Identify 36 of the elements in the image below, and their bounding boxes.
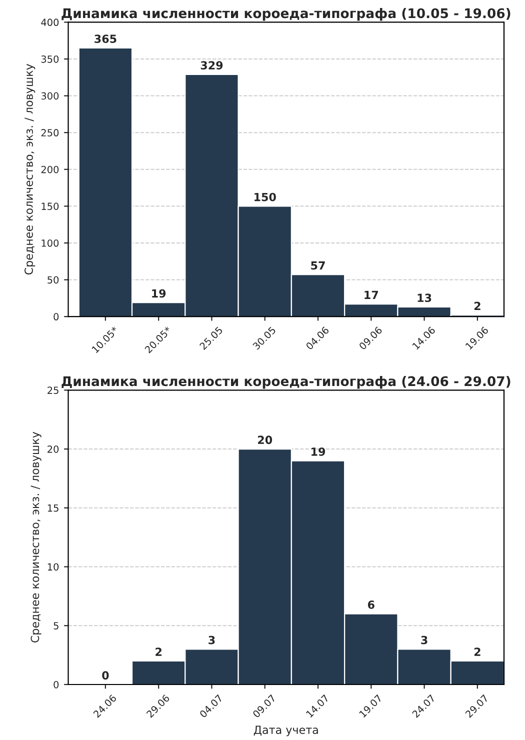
y-axis-title: Среднее количество, экз. / ловушку xyxy=(24,64,36,275)
chart-title: Динамика численности короеда-типографа (24.06 - 29.07) xyxy=(62,376,510,389)
data-label: 13 xyxy=(418,294,432,302)
data-label: 19 xyxy=(152,289,166,298)
y-tick-label: 0 xyxy=(54,680,59,688)
x-axis-title: Дата учета xyxy=(254,726,318,736)
data-label: 57 xyxy=(311,261,325,270)
y-tick-label: 100 xyxy=(42,239,59,247)
y-tick-label: 350 xyxy=(41,55,59,63)
data-label: 17 xyxy=(364,290,378,299)
y-tick-label: 0 xyxy=(54,313,59,320)
data-label: 2 xyxy=(474,302,480,310)
y-tick-label: 20 xyxy=(48,445,59,453)
y-tick-label: 200 xyxy=(41,166,59,174)
data-label: 3 xyxy=(421,636,428,644)
y-tick-label: 150 xyxy=(42,202,59,210)
y-tick-label: 10 xyxy=(48,563,59,571)
y-axis-title: Среднее количество, экз. / ловушку xyxy=(30,432,42,642)
data-label: 0 xyxy=(102,671,109,680)
y-tick-label: 5 xyxy=(54,622,58,630)
data-label: 6 xyxy=(368,600,374,609)
y-tick-label: 25 xyxy=(48,386,58,394)
y-tick-label: 300 xyxy=(41,92,59,100)
data-label: 150 xyxy=(254,192,276,202)
y-tick-label: 400 xyxy=(41,18,59,26)
y-tick-label: 250 xyxy=(41,129,59,136)
data-label: 20 xyxy=(258,436,272,444)
data-label: 365 xyxy=(94,34,116,44)
data-label: 329 xyxy=(200,61,223,70)
data-label: 2 xyxy=(156,648,162,656)
data-label: 19 xyxy=(312,447,326,456)
chart-title: Динамика численности короеда-типографа (10.05 - 19.06) xyxy=(62,8,510,21)
y-tick-label: 50 xyxy=(48,276,59,284)
data-label: 3 xyxy=(208,636,215,644)
data-label: 2 xyxy=(474,648,480,656)
y-tick-label: 15 xyxy=(48,504,58,512)
